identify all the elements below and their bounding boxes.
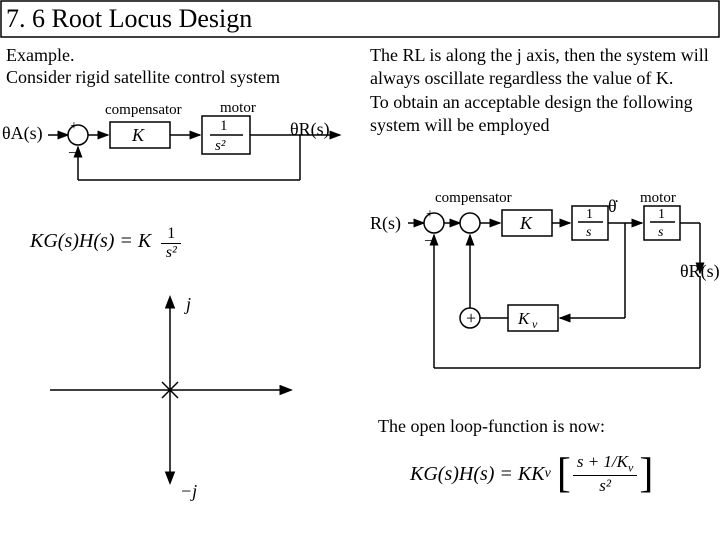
svg-text:s: s bbox=[586, 225, 592, 240]
example-label: Example. bbox=[6, 44, 74, 67]
example-text: Consider rigid satellite control system bbox=[6, 66, 280, 89]
neg-j-label: −j bbox=[180, 480, 197, 503]
formula-2: KG(s)H(s) = KKv [ s + 1/Kv s² ] bbox=[410, 450, 653, 498]
svg-text:1: 1 bbox=[220, 118, 228, 134]
svg-text:−: − bbox=[424, 233, 433, 250]
j-label: j bbox=[186, 293, 191, 316]
svg-text:+: + bbox=[466, 308, 476, 328]
svg-text:+: + bbox=[426, 207, 434, 222]
svg-text:1: 1 bbox=[586, 207, 593, 222]
block-diagram-1: + − K 1 s² bbox=[0, 110, 360, 210]
svg-text:+: + bbox=[70, 119, 78, 134]
root-locus-plot bbox=[40, 290, 300, 490]
svg-text:K: K bbox=[519, 213, 533, 233]
open-loop-text: The open loop-function is now: bbox=[378, 415, 605, 438]
page-title: 7. 6 Root Locus Design bbox=[6, 4, 252, 34]
rhs-paragraph: The RL is along the j axis, then the sys… bbox=[370, 44, 715, 138]
formula-1: KG(s)H(s) = K 1 s² bbox=[30, 225, 181, 262]
svg-text:−: − bbox=[68, 145, 77, 162]
block-diagram-2: + − K 1 s 1 s K v + bbox=[360, 198, 720, 398]
svg-text:s²: s² bbox=[215, 138, 226, 154]
k-box-1: K bbox=[131, 125, 145, 145]
svg-text:v: v bbox=[532, 317, 538, 331]
svg-text:K: K bbox=[517, 309, 531, 328]
svg-text:1: 1 bbox=[658, 207, 665, 222]
svg-text:s: s bbox=[658, 225, 664, 240]
